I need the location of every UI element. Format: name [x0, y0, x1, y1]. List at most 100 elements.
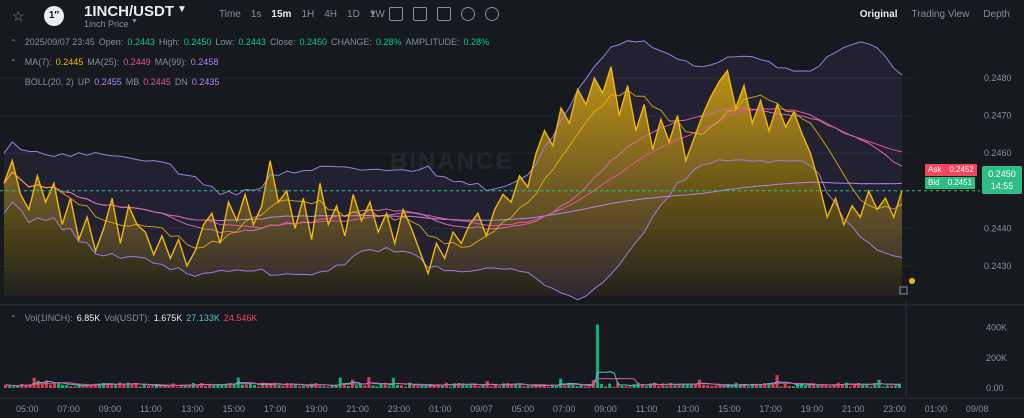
volume-bar — [383, 384, 387, 388]
time-tick-label: 17:00 — [759, 404, 782, 414]
volume-bar — [167, 385, 171, 388]
collapse-caret-icon[interactable]: ⌃ — [10, 37, 17, 47]
indicator-icon[interactable] — [437, 7, 451, 21]
volume-caret-icon[interactable]: ⌃ — [10, 313, 17, 323]
bid-label: Bid — [928, 178, 940, 187]
pair-title[interactable]: 1INCH/USDT — [84, 3, 175, 20]
interval-more-icon[interactable]: ▼ — [369, 9, 377, 18]
volume-bar — [763, 383, 767, 388]
interval-time[interactable]: Time — [219, 9, 241, 20]
tab-original[interactable]: Original — [859, 9, 898, 20]
tab-trading-view[interactable]: Trading View — [911, 9, 970, 20]
volume-bar — [506, 383, 510, 388]
volume-bar — [542, 384, 546, 388]
tab-depth[interactable]: Depth — [983, 9, 1010, 20]
time-tick-label: 05:00 — [512, 404, 535, 414]
plus-circle-icon[interactable] — [485, 7, 499, 21]
volume-bar — [493, 385, 497, 388]
settings-icon[interactable] — [461, 7, 475, 21]
volume-bar — [187, 384, 191, 388]
volume-bar — [616, 382, 620, 388]
ma99-value: 0.2458 — [190, 57, 219, 67]
interval-1d[interactable]: 1D — [347, 9, 360, 20]
volume-bar — [253, 384, 257, 388]
last-price-tag: 0.2450 14:55 — [982, 166, 1022, 194]
pair-dropdown-icon[interactable]: ▼ — [177, 4, 187, 15]
low-label: Low: — [215, 37, 235, 47]
volume-bar — [89, 384, 93, 388]
volume-bar — [318, 385, 322, 388]
volume-bar — [73, 386, 77, 388]
volume-bar — [387, 386, 391, 388]
price-line — [3, 66, 903, 276]
volume-bar — [771, 382, 775, 388]
boll-lower-line — [3, 159, 903, 301]
vol-quote-label: Vol(USDT): — [104, 313, 150, 323]
volume-bar — [48, 384, 52, 388]
interval-4h[interactable]: 4H — [324, 9, 338, 20]
volume-bar — [599, 384, 603, 388]
ma-legend[interactable]: ⌃ MA(7): 0.2445 MA(25): 0.2449 MA(99): 0.24… — [10, 57, 218, 67]
volume-bar — [220, 384, 224, 388]
volume-bar — [559, 378, 563, 388]
interval-1h[interactable]: 1H — [301, 9, 315, 20]
interval-15m[interactable]: 15m — [271, 9, 292, 20]
time-tick-label: 15:00 — [223, 404, 246, 414]
volume-bar — [175, 386, 179, 388]
subtitle-caret-icon[interactable]: ▼ — [131, 18, 138, 25]
volume-bar — [85, 384, 89, 388]
volume-bar — [93, 383, 97, 388]
ma99-label: MA(99): — [154, 57, 187, 67]
volume-bar — [81, 385, 85, 388]
volume-bar — [710, 386, 714, 388]
boll-mb-label: MB — [125, 77, 140, 87]
volume-bar — [289, 383, 293, 388]
calendar-icon[interactable] — [389, 7, 403, 21]
volume-bar — [653, 382, 657, 388]
volume-bar — [889, 385, 893, 388]
favorite-star-icon[interactable]: ☆ — [12, 8, 25, 24]
last-price-value: 0.2450 — [988, 169, 1016, 179]
volume-bar — [840, 384, 844, 388]
boll-mb-value: 0.2445 — [143, 77, 171, 87]
volume-bar — [465, 385, 469, 388]
volume-bar — [326, 386, 330, 388]
volume-bar — [265, 383, 269, 388]
ask-value: 0.2452 — [949, 165, 974, 174]
volume-bar — [306, 385, 310, 388]
volume-bar — [159, 386, 163, 388]
volume-bar — [640, 384, 644, 388]
time-tick-label: 11:00 — [140, 404, 162, 414]
volume-bar — [587, 386, 591, 388]
time-tick-label: 09:00 — [99, 404, 122, 414]
line-chart-icon[interactable] — [413, 7, 427, 21]
volume-bar — [302, 385, 306, 388]
interval-1w[interactable]: 1W — [369, 9, 385, 20]
volume-bar — [473, 383, 477, 388]
ma-caret-icon[interactable]: ⌃ — [10, 57, 17, 67]
volume-bar — [497, 386, 501, 388]
volume-bar — [444, 382, 448, 388]
volume-bar — [138, 386, 142, 388]
volume-bar — [232, 383, 236, 388]
time-tick-label: 19:00 — [305, 404, 328, 414]
boll-legend[interactable]: ⌃ BOLL(20, 2) UP0.2455 MB0.2445 DN0.2435 — [10, 77, 220, 87]
close-value: 0.2450 — [299, 37, 327, 47]
volume-bar — [644, 386, 648, 388]
volume-bar — [787, 385, 791, 388]
volume-bar — [702, 384, 706, 388]
time-tick-label: 13:00 — [181, 404, 204, 414]
volume-bar — [824, 385, 828, 388]
volume-bar — [420, 385, 424, 388]
volume-bar — [661, 383, 665, 388]
high-value: 0.2450 — [183, 37, 212, 47]
time-tick-label: 23:00 — [883, 404, 906, 414]
close-label: Close: — [269, 37, 296, 47]
volume-bar — [534, 384, 538, 388]
volume-bar — [673, 385, 677, 388]
interval-1s[interactable]: 1s — [250, 9, 262, 20]
volume-bar — [150, 386, 154, 388]
volume-bar — [861, 384, 865, 388]
volume-bar — [632, 384, 636, 388]
